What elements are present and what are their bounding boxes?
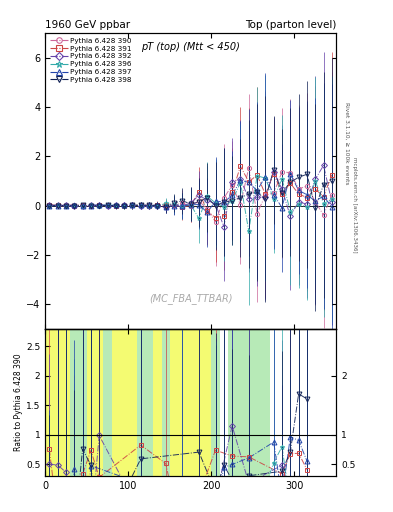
Text: Top (parton level): Top (parton level): [244, 20, 336, 31]
Bar: [120, 329, 128, 476]
Bar: [53, 329, 62, 476]
Bar: [228, 329, 270, 476]
Bar: [178, 329, 186, 476]
Text: (MC_FBA_TTBAR): (MC_FBA_TTBAR): [149, 293, 232, 305]
Bar: [45, 329, 53, 476]
Bar: [45, 329, 336, 476]
Bar: [186, 329, 195, 476]
Bar: [95, 329, 103, 476]
Text: pT (top) (Mtt < 450): pT (top) (Mtt < 450): [141, 42, 240, 52]
Bar: [87, 329, 95, 476]
Text: Rivet 3.1.10, ≥ 100k events: Rivet 3.1.10, ≥ 100k events: [344, 102, 349, 185]
Text: mcplots.cern.ch [arXiv:1306.3436]: mcplots.cern.ch [arXiv:1306.3436]: [352, 157, 357, 252]
Bar: [128, 329, 137, 476]
Bar: [62, 329, 70, 476]
Bar: [203, 329, 211, 476]
Bar: [170, 329, 178, 476]
Bar: [153, 329, 162, 476]
Bar: [112, 329, 120, 476]
Y-axis label: Ratio to Pythia 6.428 390: Ratio to Pythia 6.428 390: [14, 353, 23, 451]
Bar: [195, 329, 203, 476]
Legend: Pythia 6.428 390, Pythia 6.428 391, Pythia 6.428 392, Pythia 6.428 396, Pythia 6: Pythia 6.428 390, Pythia 6.428 391, Pyth…: [48, 35, 134, 85]
Bar: [220, 329, 336, 476]
Text: 1960 GeV ppbar: 1960 GeV ppbar: [45, 20, 130, 31]
